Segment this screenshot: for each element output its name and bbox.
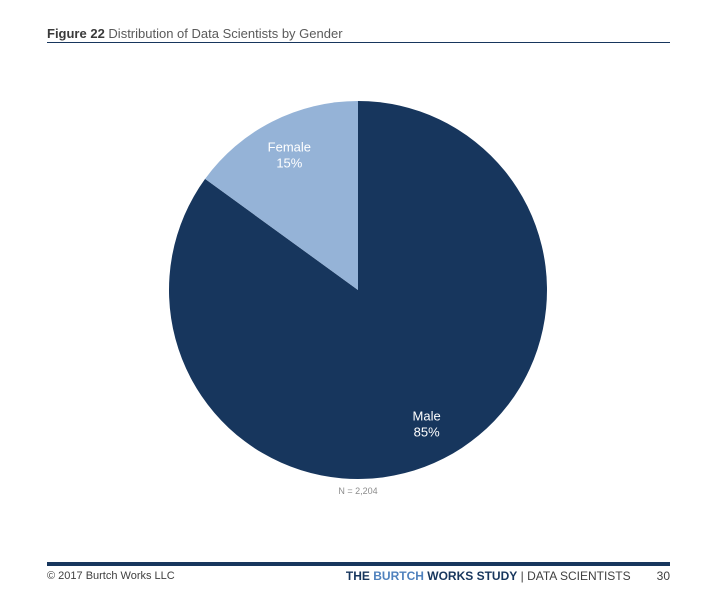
footer-rule (47, 562, 670, 566)
brand-the: THE (345, 569, 374, 583)
brand-study: STUDY (473, 569, 518, 583)
sample-size-note: N = 2,204 (338, 486, 378, 496)
brand-separator: | (517, 569, 528, 583)
pie-slice-female (205, 101, 358, 290)
figure-title: Distribution of Data Scientists by Gende… (108, 26, 343, 41)
brand-burtch: BURTCH (373, 569, 428, 583)
footer-copyright: © 2017 Burtch Works LLC (47, 570, 175, 582)
slice-value-label: 85% (414, 425, 440, 440)
slice-value-label: 15% (276, 155, 302, 170)
page-number: 30 (656, 569, 670, 583)
slice-category-label: Female (268, 139, 311, 154)
footer-section: DATA SCIENTISTS (527, 569, 631, 583)
figure-header: Figure 22 Distribution of Data Scientist… (47, 26, 670, 43)
footer-brand: THE BURTCH WORKS STUDY | DATA SCIENTISTS… (346, 569, 670, 583)
figure-number: Figure 22 (47, 26, 105, 41)
brand-works: WORKS (427, 569, 474, 583)
slice-category-label: Male (413, 409, 441, 424)
